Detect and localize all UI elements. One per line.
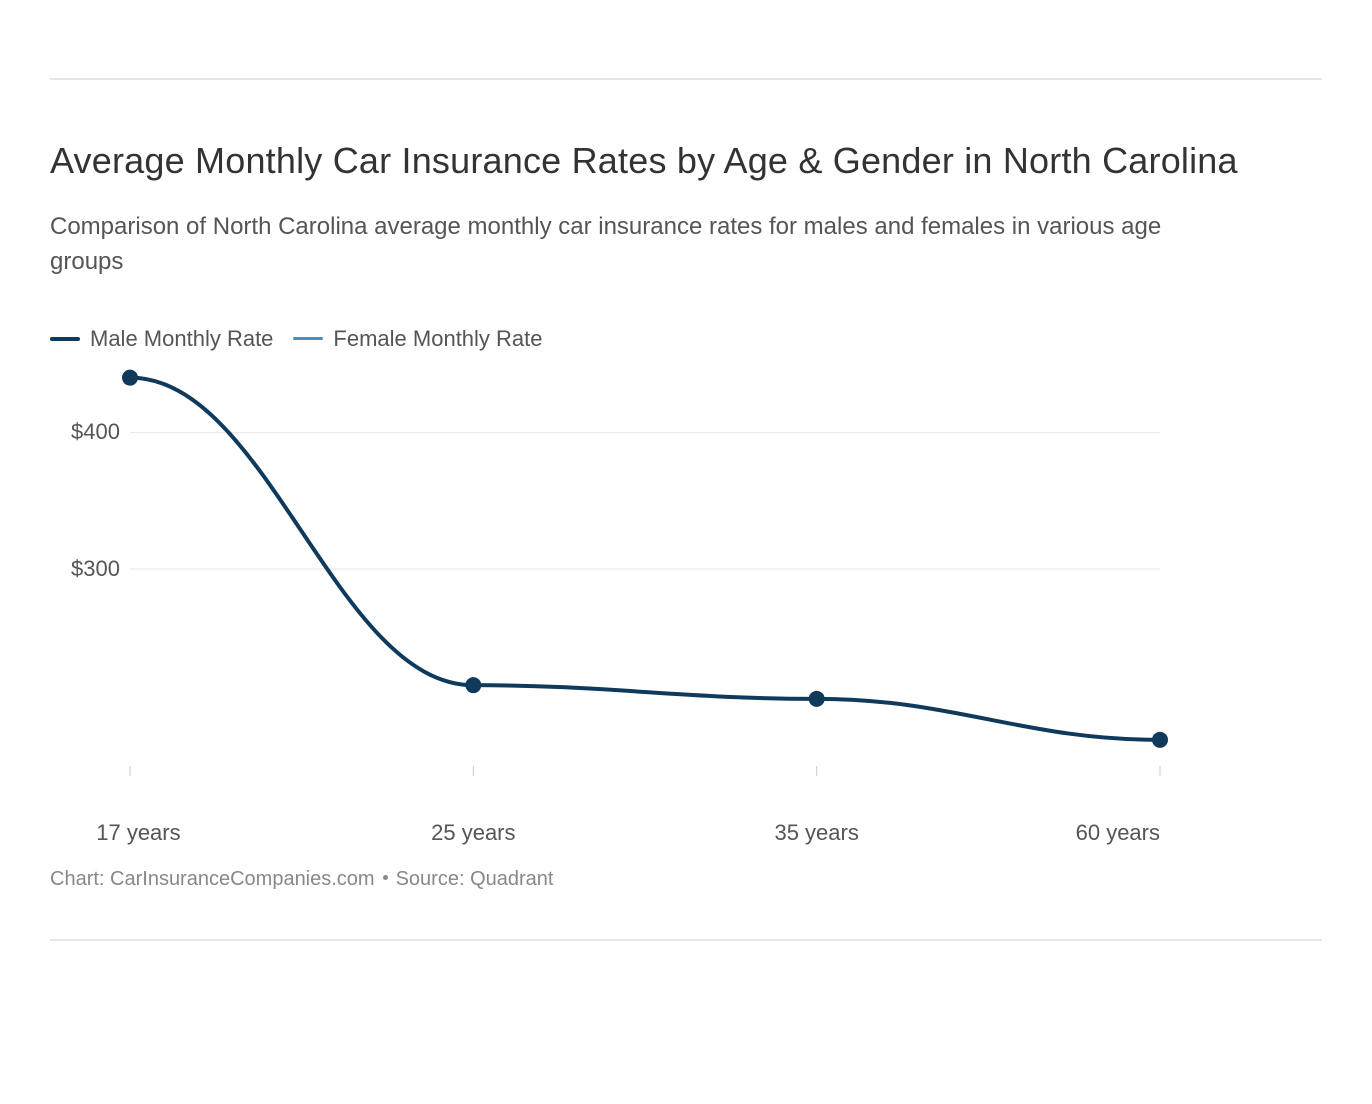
legend-item-male: Male Monthly Rate [50,326,273,352]
legend-swatch-male [50,337,80,341]
legend: Male Monthly Rate Female Monthly Rate [50,326,1322,352]
credit-source: Quadrant [470,868,553,890]
series-marker-male [809,690,825,706]
x-axis-labels: 17 years 25 years 35 years 60 years [50,814,1170,850]
legend-swatch-female [293,337,323,340]
x-axis-label: 60 years [1076,820,1160,846]
credit-separator-dot [383,875,388,880]
top-divider [50,78,1322,80]
chart-subtitle: Comparison of North Carolina average mon… [50,210,1170,280]
series-marker-male [465,677,481,693]
chart-plot-area: $300$400 [50,364,1170,804]
chart-credit: Chart: CarInsuranceCompanies.comSource: … [50,868,1322,891]
y-axis-label: $300 [40,556,120,582]
bottom-divider [50,939,1322,941]
credit-chart-by-label: Chart: [50,868,110,890]
credit-chart-by: CarInsuranceCompanies.com [110,868,375,890]
series-marker-male [1152,731,1168,747]
chart-title: Average Monthly Car Insurance Rates by A… [50,140,1322,182]
line-chart-svg [50,364,1170,804]
legend-label-female: Female Monthly Rate [333,326,542,352]
chart-page: Average Monthly Car Insurance Rates by A… [0,0,1372,941]
x-axis-label: 35 years [774,820,858,846]
series-marker-male [122,369,138,385]
x-axis-label: 17 years [96,820,180,846]
y-axis-label: $400 [40,419,120,445]
top-spacer [50,0,1322,78]
legend-label-male: Male Monthly Rate [90,326,273,352]
x-axis-label: 25 years [431,820,515,846]
credit-source-label: Source: [396,868,470,890]
legend-item-female: Female Monthly Rate [293,326,542,352]
